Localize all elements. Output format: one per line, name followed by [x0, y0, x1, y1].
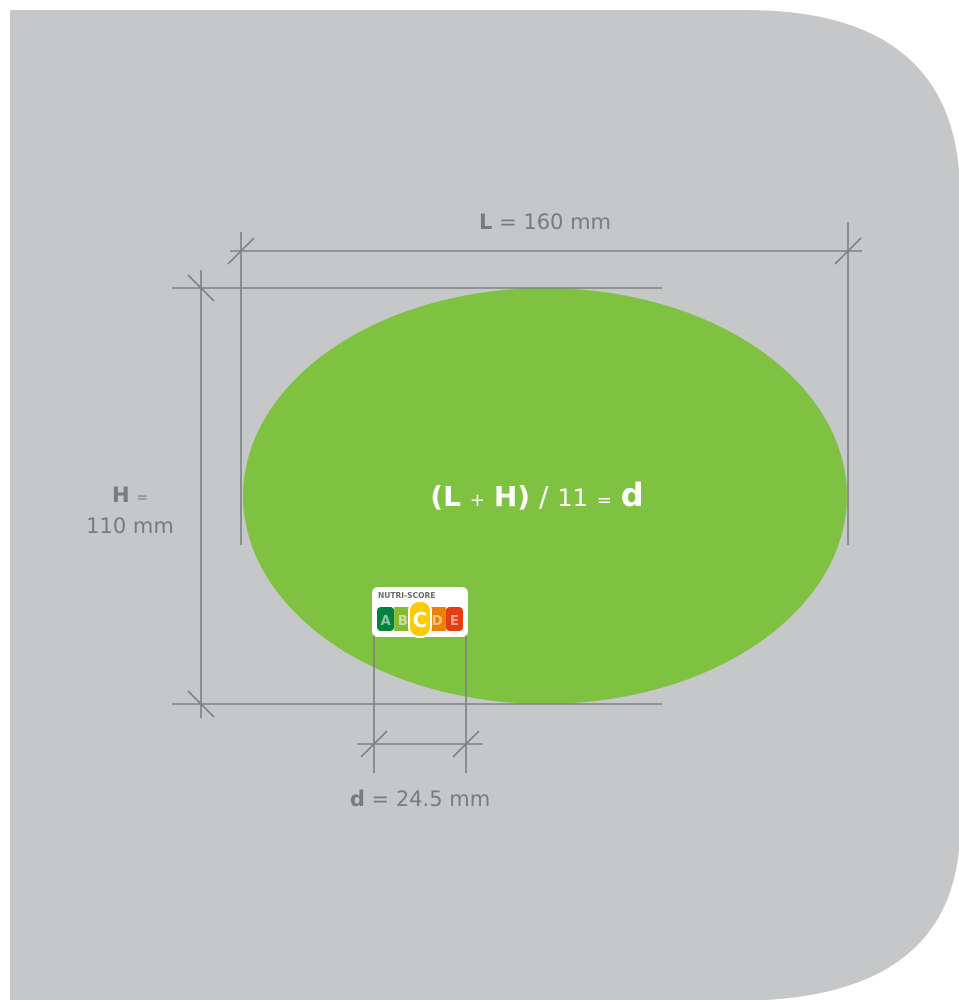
- equals: =: [136, 490, 148, 506]
- symbol: H: [112, 483, 130, 507]
- grade-letter: A: [381, 614, 391, 629]
- height-dimension: [172, 270, 662, 718]
- height-label: H =: [112, 483, 148, 507]
- length-dimension: [227, 222, 862, 545]
- grade-box: [394, 607, 412, 631]
- formula-equals: =: [597, 490, 612, 511]
- formula-slash: /: [539, 480, 549, 513]
- formula: (L + H) / 11 = d: [430, 476, 643, 514]
- height-value: 110 mm: [86, 514, 174, 538]
- grade-letter: B: [398, 614, 408, 629]
- grade-selected: [408, 600, 432, 638]
- grade-box: [445, 607, 463, 631]
- grade-box: [377, 607, 395, 631]
- logo-dimension: [357, 630, 483, 773]
- formula-open: (L: [430, 480, 461, 513]
- logo-size-label: d = 24.5 mm: [350, 787, 490, 811]
- length-label: L = 160 mm: [479, 210, 611, 234]
- formula-divisor: 11: [557, 484, 588, 512]
- value: = 24.5 mm: [372, 787, 491, 811]
- grade-box: [428, 607, 446, 631]
- symbol: L: [479, 210, 492, 234]
- symbol: d: [350, 787, 365, 811]
- value: = 160 mm: [499, 210, 611, 234]
- formula-result: d: [621, 476, 644, 514]
- grade-letter: D: [432, 614, 443, 629]
- grade-letter: C: [413, 608, 428, 632]
- formula-close: H): [494, 480, 530, 513]
- formula-plus: +: [470, 490, 485, 511]
- logo-title: NUTRI-SCORE: [378, 591, 435, 600]
- grade-letter: E: [450, 614, 459, 629]
